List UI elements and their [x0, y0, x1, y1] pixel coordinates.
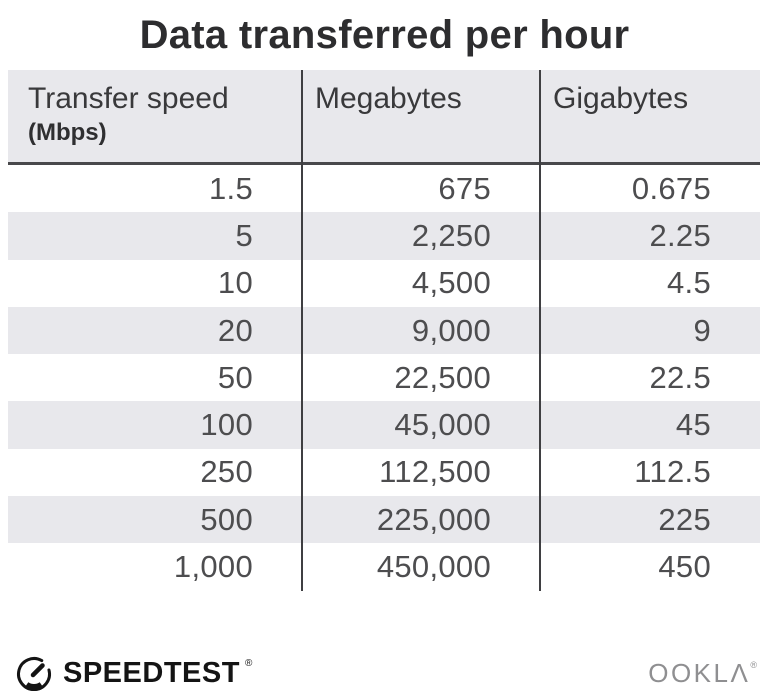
speedtest-gauge-icon: [17, 657, 51, 691]
gigabytes-value: 4.5: [667, 265, 711, 301]
column-divider: [539, 70, 541, 591]
gigabytes-value: 0.675: [631, 170, 711, 206]
table-row: 500 225,000 225: [8, 496, 760, 544]
speed-value: 50: [217, 359, 253, 395]
ookla-wordmark: OOKLΛ: [648, 657, 751, 688]
speed-value: 100: [200, 407, 253, 443]
header-gigabytes: Gigabytes: [553, 82, 689, 115]
gigabytes-value: 2.25: [649, 217, 711, 253]
megabytes-value: 675: [438, 170, 491, 206]
megabytes-value: 9,000: [411, 312, 491, 348]
megabytes-value: 112,500: [379, 454, 491, 490]
speed-value: 250: [200, 454, 253, 490]
megabytes-value: 225,000: [376, 501, 491, 537]
table-row: 20 9,000 9: [8, 306, 760, 355]
ookla-logo: OOKLΛ ®: [648, 658, 757, 689]
table-row: 10 4,500 4.5: [8, 260, 760, 307]
table-row: 1.5 675 0.675: [8, 165, 760, 212]
megabytes-value: 2,250: [411, 217, 491, 253]
gigabytes-value: 45: [675, 407, 711, 443]
megabytes-value: 22,500: [394, 359, 491, 395]
data-table: Transfer speed (Mbps) Megabytes Gigabyte…: [8, 70, 760, 591]
page-title: Data transferred per hour: [139, 13, 630, 57]
speedtest-logo: SPEEDTEST ®: [14, 653, 256, 693]
header-transfer-speed: Transfer speed (Mbps): [8, 70, 302, 162]
megabytes-value: 4,500: [411, 265, 491, 301]
gigabytes-value: 9: [693, 312, 711, 348]
speed-value: 20: [217, 312, 253, 348]
gigabytes-value: 450: [658, 549, 711, 585]
table-row: 250 112,500 112.5: [8, 449, 760, 496]
column-divider: [301, 70, 303, 591]
speed-value: 500: [200, 501, 253, 537]
megabytes-value: 45,000: [394, 407, 491, 443]
speed-value: 1.5: [209, 170, 253, 206]
header-mbps-unit: (Mbps): [28, 119, 107, 146]
table-body: 1.5 675 0.675 5 2,250 2.25 10 4,500 4.5 …: [8, 165, 760, 591]
registered-mark: ®: [244, 657, 253, 669]
footer: SPEEDTEST ® OOKLΛ ®: [14, 650, 757, 696]
table-row: 50 22,500 22.5: [8, 354, 760, 401]
speedtest-wordmark: SPEEDTEST: [63, 656, 240, 689]
table-row: 5 2,250 2.25: [8, 212, 760, 260]
speed-value: 5: [235, 217, 253, 253]
speed-value: 1,000: [173, 549, 253, 585]
gigabytes-value: 112.5: [634, 454, 711, 490]
header-megabytes: Megabytes: [315, 82, 462, 115]
speed-value: 10: [217, 265, 253, 301]
registered-mark: ®: [750, 659, 757, 670]
table-header-row: Transfer speed (Mbps) Megabytes Gigabyte…: [8, 70, 760, 165]
table-row: 100 45,000 45: [8, 401, 760, 449]
megabytes-value: 450,000: [376, 549, 491, 585]
gigabytes-value: 225: [658, 501, 711, 537]
header-transfer-speed-label: Transfer speed: [28, 82, 229, 115]
table-row: 1,000 450,000 450: [8, 543, 760, 590]
gigabytes-value: 22.5: [649, 359, 711, 395]
